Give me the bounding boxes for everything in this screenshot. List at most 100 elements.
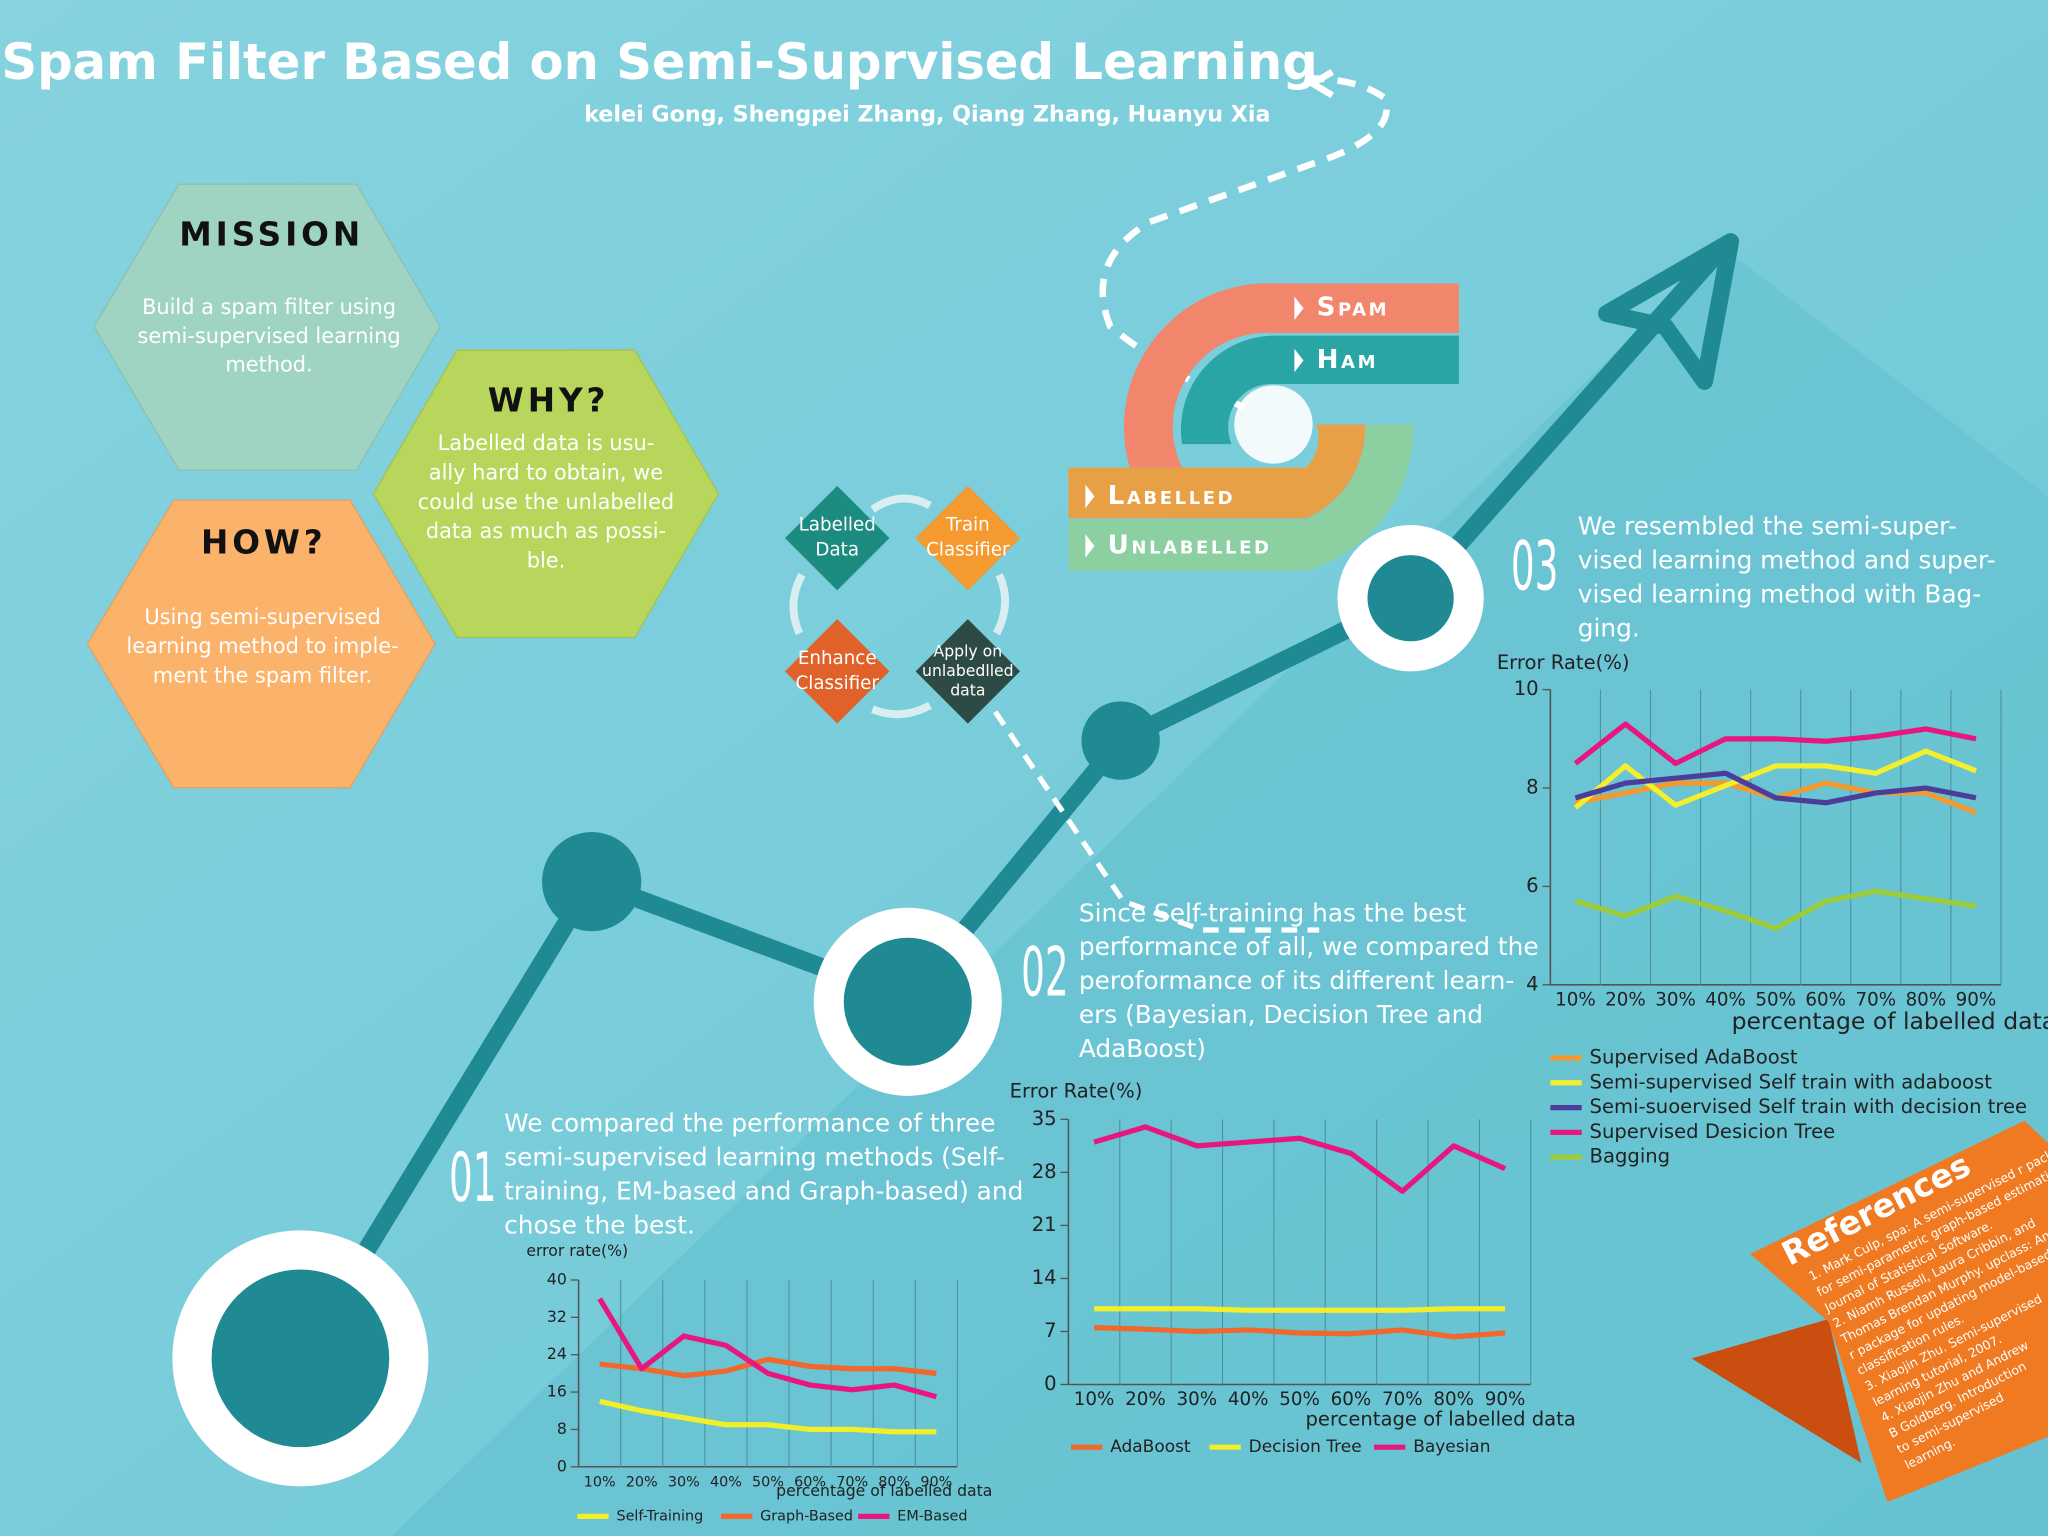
hexagon (93, 183, 441, 471)
milestone (1367, 555, 1454, 642)
x-tick-label: 50% (1279, 1389, 1320, 1410)
ribbon (1750, 1120, 2048, 1503)
arrow-head (1598, 233, 1740, 390)
y-tick-label: 8 (557, 1419, 567, 1438)
logo-label: Ham (1317, 345, 1379, 375)
x-tick-label: 60% (794, 1474, 826, 1490)
x-tick-label: 40% (710, 1474, 742, 1490)
x-tick-label: 20% (1605, 989, 1646, 1010)
x-tick-label: 30% (1655, 989, 1696, 1010)
logo-label: Labelled (1108, 481, 1236, 511)
cycle-arrow (871, 701, 932, 719)
how-title: HOW? (201, 524, 327, 562)
why-text: ble. (527, 549, 566, 573)
cycle-arrow (789, 572, 806, 636)
x-tick-label: 70% (1382, 1389, 1423, 1410)
legend-label: Semi-suoervised Self train with decision… (1590, 1095, 2028, 1118)
x-tick-label: 40% (1228, 1389, 1269, 1410)
cycle-node (915, 485, 1021, 591)
step-text: vised learning method and super- (1578, 546, 1996, 575)
why-text: ally hard to obtain, we (429, 460, 663, 484)
label-marker (1294, 296, 1304, 320)
cycle-label: Enhance (798, 648, 877, 669)
cycle-label: Labelled (799, 515, 876, 536)
series-line (599, 1398, 937, 1435)
growth-path (292, 242, 1729, 1364)
cycle-label: Classifier (926, 540, 1010, 561)
series-line (1093, 1124, 1507, 1194)
cycle-label: data (950, 680, 985, 699)
dashed-link (1099, 75, 1390, 415)
x-tick-label: 20% (1125, 1389, 1166, 1410)
y-axis-label: error rate(%) (526, 1241, 628, 1260)
step-text: Since Self-training has the best (1079, 898, 1466, 927)
legend-label: EM-Based (897, 1508, 967, 1524)
x-tick-label: 20% (626, 1474, 658, 1490)
x-axis-label: percentage of labelled data (1305, 1407, 1575, 1430)
logo-band (1068, 424, 1365, 519)
cycle-node (784, 485, 890, 591)
cycle-label: Classifier (796, 673, 880, 694)
step-text: We resembled the semi-super- (1578, 512, 1957, 541)
logo-label: Unlabelled (1108, 530, 1272, 560)
logo-center (1234, 385, 1313, 464)
cycle-label: Apply on (933, 641, 1002, 660)
series-line (1574, 770, 1977, 806)
cycle-label: unlabedlled (922, 661, 1014, 680)
x-tick-label: 30% (668, 1474, 700, 1490)
y-tick-label: 7 (1044, 1319, 1056, 1342)
legend-label: Semi-supervised Self train with adaboost (1590, 1070, 1993, 1093)
step-text: performance of all, we compared the (1079, 932, 1539, 961)
step-text: peroformance of its different learn- (1079, 966, 1514, 995)
why-text: Labelled data is usu- (438, 431, 655, 455)
legend-label: Supervised AdaBoost (1590, 1045, 1798, 1068)
step-number: 02 (1021, 933, 1069, 1012)
why-text: could use the unlabelled (418, 490, 674, 514)
logo-band (1180, 335, 1459, 445)
x-tick-label: 80% (878, 1474, 910, 1490)
y-tick-label: 32 (547, 1307, 567, 1326)
y-tick-label: 28 (1032, 1160, 1057, 1183)
mission-text: Build a spam filter using (142, 295, 396, 319)
step-text: ers (Bayesian, Decision Tree and (1079, 1000, 1483, 1029)
x-tick-label: 70% (1856, 989, 1897, 1010)
shadow (391, 248, 2048, 1536)
legend-label: Decision Tree (1249, 1437, 1362, 1457)
dashed-link (993, 710, 1320, 933)
x-tick-label: 90% (920, 1474, 952, 1490)
hexagon (86, 499, 436, 789)
y-tick-label: 4 (1526, 972, 1538, 995)
series-line (599, 1356, 937, 1379)
x-tick-label: 90% (1956, 989, 1997, 1010)
logo-band (1068, 424, 1414, 571)
arrow-tip (1306, 69, 1334, 99)
step-text: AdaBoost) (1079, 1034, 1206, 1063)
cycle-node (784, 619, 890, 724)
step-text: semi-supervised learning methods (Self- (504, 1143, 1005, 1172)
x-axis-label: percentage of labelled data (1732, 1007, 2048, 1035)
y-tick-label: 10 (1514, 677, 1539, 700)
how-text: ment the spam filter. (153, 664, 372, 688)
cycle-label: Train (945, 515, 990, 536)
mission-text: method. (225, 353, 312, 377)
x-tick-label: 10% (584, 1474, 616, 1490)
series-line (1574, 888, 1977, 931)
step-text: chose the best. (504, 1210, 695, 1239)
logo-band (1123, 283, 1459, 468)
cycle-arrow (993, 573, 1009, 636)
legend-label: Self-Training (616, 1508, 703, 1524)
x-tick-label: 60% (1805, 989, 1846, 1010)
y-tick-label: 40 (547, 1270, 567, 1289)
y-tick-label: 0 (557, 1456, 567, 1475)
y-tick-label: 14 (1032, 1266, 1057, 1289)
series-line (1094, 1325, 1506, 1340)
hexagon (372, 349, 720, 639)
x-tick-label: 10% (1074, 1389, 1115, 1410)
x-tick-label: 60% (1331, 1389, 1372, 1410)
y-tick-label: 16 (547, 1382, 567, 1401)
y-axis-label: Error Rate(%) (1010, 1079, 1143, 1102)
why-title: WHY? (488, 381, 610, 419)
mission-title: MISSION (179, 215, 364, 253)
step-text: ging. (1578, 614, 1640, 643)
